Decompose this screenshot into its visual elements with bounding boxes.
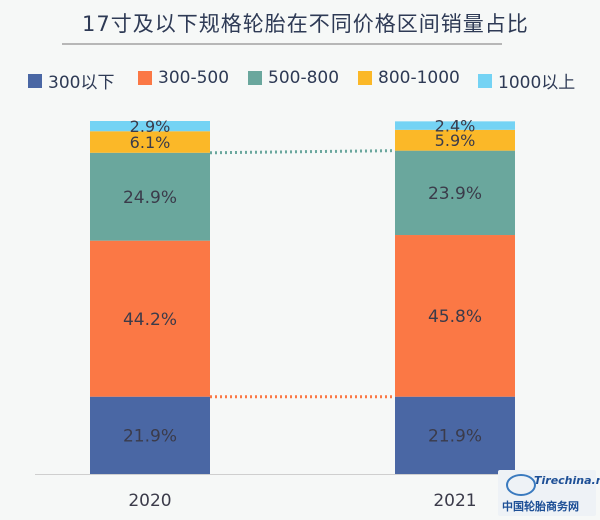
legend-item-300-500: 300-500 (138, 68, 229, 88)
chart-title: 17寸及以下规格轮胎在不同价格区间销量占比 (82, 12, 529, 36)
bar-segment-2021-2 (395, 150, 515, 236)
data-label: 23.9% (428, 184, 482, 204)
legend-label: 500-800 (268, 68, 340, 88)
bar-segment-2020-4 (90, 121, 210, 132)
legend-swatch (358, 71, 372, 85)
legend-swatch (28, 73, 42, 88)
bar-segment-2021-0 (395, 396, 515, 474)
legend-swatch (138, 71, 152, 85)
logo-brand: Tirechina.net (534, 474, 600, 487)
legend-label: 300-500 (158, 68, 230, 88)
data-label: 24.9% (123, 188, 177, 208)
bar-segment-2020-2 (90, 152, 210, 241)
connector-line-2 (209, 149, 396, 155)
logo-swoosh-icon (506, 474, 536, 496)
data-label: 6.1% (130, 133, 171, 152)
logo-subtitle: 中国轮胎商务网 (502, 500, 579, 513)
watermark-logo: Tirechina.net 中国轮胎商务网 (498, 470, 600, 516)
legend-label: 300以下 (48, 73, 115, 93)
x-tick-label: 2021 (433, 491, 476, 511)
data-label: 2.4% (435, 116, 476, 135)
bar-segment-2021-4 (395, 121, 515, 130)
legend-item-800-1000: 800-1000 (358, 68, 460, 88)
legend-item-300-below: 300以下 (28, 68, 114, 93)
data-label: 44.2% (123, 310, 177, 330)
bar-segment-2020-1 (90, 240, 210, 397)
legend-swatch (478, 73, 492, 88)
legend-item-1000-above: 1000以上 (478, 68, 575, 93)
data-label: 21.9% (123, 426, 177, 446)
x-tick-label: 2020 (128, 491, 171, 511)
legend-swatch (248, 71, 262, 85)
bar-segment-2020-3 (90, 131, 210, 153)
data-label: 45.8% (428, 307, 482, 327)
bar-segment-2020-0 (90, 396, 210, 474)
legend-item-500-800: 500-800 (248, 68, 339, 88)
legend-label: 800-1000 (378, 68, 460, 88)
bar-segment-2021-3 (395, 129, 515, 151)
title-underline (62, 43, 502, 45)
data-label: 2.9% (130, 117, 171, 136)
data-label: 21.9% (428, 426, 482, 446)
chart-legend: 300以下 300-500 500-800 800-1000 1000以上 (0, 60, 600, 94)
data-label: 5.9% (435, 131, 476, 150)
legend-label: 1000以上 (498, 73, 576, 93)
bar-segment-2021-1 (395, 235, 515, 397)
